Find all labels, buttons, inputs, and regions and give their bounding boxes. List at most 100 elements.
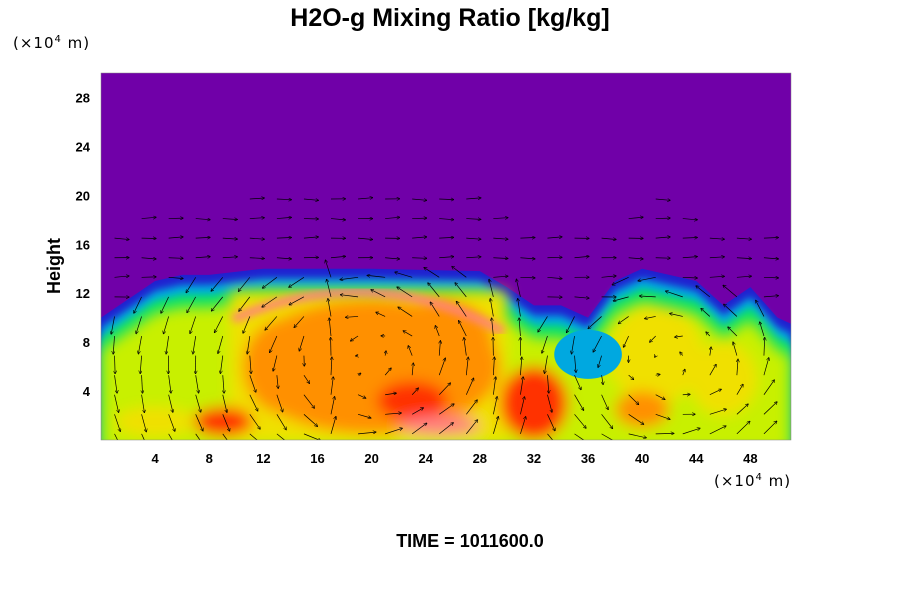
- x-tick-label: 12: [256, 451, 270, 466]
- velocity-arrow: [273, 355, 278, 371]
- velocity-arrow: [645, 316, 656, 318]
- velocity-arrow: [601, 433, 618, 440]
- velocity-arrow: [358, 432, 376, 435]
- velocity-arrow: [411, 423, 427, 435]
- velocity-arrow: [464, 338, 467, 356]
- velocity-arrow: [601, 414, 613, 428]
- velocity-arrow: [276, 414, 286, 429]
- velocity-arrow: [601, 238, 616, 239]
- velocity-arrow: [655, 237, 670, 238]
- velocity-arrow: [385, 217, 399, 218]
- velocity-arrow: [168, 394, 173, 412]
- velocity-arrow: [724, 304, 738, 317]
- velocity-arrow: [439, 423, 453, 435]
- velocity-arrow: [574, 414, 586, 428]
- velocity-arrow: [574, 375, 581, 389]
- velocity-arrow: [655, 356, 656, 358]
- velocity-arrow: [115, 355, 116, 374]
- velocity-arrow: [706, 332, 711, 337]
- velocity-arrow: [412, 408, 423, 415]
- velocity-arrow: [666, 291, 683, 298]
- cell-right-orange: [385, 299, 494, 385]
- x-tick-label: 28: [473, 451, 487, 466]
- velocity-arrow: [330, 256, 345, 257]
- velocity-arrow: [466, 219, 480, 220]
- velocity-arrow: [489, 279, 494, 297]
- velocity-arrow: [466, 238, 480, 239]
- velocity-arrow: [249, 375, 256, 392]
- velocity-arrow: [439, 237, 453, 238]
- cell-base-red-right: [500, 366, 568, 440]
- velocity-arrow: [411, 388, 418, 395]
- x-tick-label: 8: [206, 451, 213, 466]
- velocity-arrow: [385, 351, 386, 356]
- velocity-arrow: [114, 394, 119, 413]
- velocity-arrow: [412, 237, 426, 238]
- velocity-arrow: [466, 400, 477, 415]
- velocity-arrow: [439, 199, 453, 200]
- velocity-arrow: [452, 267, 467, 278]
- velocity-arrow: [243, 316, 251, 333]
- velocity-arrow: [141, 217, 156, 218]
- velocity-arrow: [358, 373, 361, 375]
- velocity-arrow: [466, 198, 480, 199]
- y-tick-label: 24: [76, 139, 91, 154]
- velocity-arrow: [628, 258, 643, 259]
- velocity-arrow: [733, 342, 738, 356]
- velocity-arrow: [142, 375, 143, 393]
- velocity-arrow: [303, 433, 321, 440]
- velocity-arrow: [547, 277, 561, 278]
- chart-title: H2O-g Mixing Ratio [kg/kg]: [290, 4, 610, 32]
- velocity-arrow: [190, 316, 197, 333]
- velocity-arrow: [518, 299, 521, 317]
- velocity-arrow: [138, 335, 142, 354]
- velocity-arrow: [351, 335, 359, 341]
- velocity-arrow: [331, 357, 332, 376]
- velocity-arrow: [357, 394, 366, 398]
- x-tick-label: 24: [418, 451, 433, 466]
- velocity-arrow: [650, 335, 656, 342]
- velocity-arrow: [222, 414, 230, 431]
- velocity-arrow: [682, 257, 697, 258]
- velocity-arrow: [220, 355, 224, 374]
- velocity-arrow: [628, 374, 634, 379]
- velocity-arrow: [340, 276, 359, 279]
- velocity-arrow: [114, 414, 121, 431]
- velocity-arrow: [709, 409, 726, 415]
- velocity-arrow: [520, 377, 523, 395]
- velocity-arrow: [682, 219, 697, 220]
- velocity-arrow: [696, 286, 711, 298]
- velocity-arrow: [520, 397, 524, 415]
- y-axis-unit: (×104 m): [13, 34, 91, 52]
- velocity-arrow: [572, 335, 575, 354]
- velocity-arrow: [736, 421, 750, 435]
- velocity-arrow: [438, 383, 450, 395]
- velocity-arrow: [763, 238, 778, 239]
- velocity-arrow: [638, 276, 656, 281]
- velocity-arrow: [276, 433, 286, 440]
- velocity-arrow: [598, 355, 602, 368]
- velocity-arrow: [346, 316, 359, 317]
- velocity-arrow: [760, 322, 765, 337]
- velocity-arrow: [682, 238, 697, 239]
- velocity-arrow: [763, 277, 778, 278]
- velocity-arrow: [763, 421, 777, 435]
- velocity-arrow: [618, 316, 629, 323]
- velocity-arrow: [186, 277, 197, 292]
- velocity-arrow: [670, 314, 683, 317]
- velocity-arrow: [763, 358, 769, 376]
- velocity-arrow: [193, 335, 197, 354]
- cell-base-pink: [398, 415, 480, 436]
- velocity-arrow: [299, 335, 305, 351]
- velocity-arrow: [114, 238, 129, 239]
- velocity-arrow: [655, 413, 670, 419]
- velocity-arrow: [384, 368, 391, 376]
- velocity-arrow: [519, 318, 520, 337]
- velocity-arrow: [247, 335, 251, 354]
- time-label: TIME = 1011600.0: [396, 531, 544, 551]
- velocity-arrow: [330, 397, 335, 415]
- velocity-arrow: [547, 237, 561, 238]
- velocity-arrow: [763, 258, 778, 259]
- velocity-arrow: [330, 219, 345, 220]
